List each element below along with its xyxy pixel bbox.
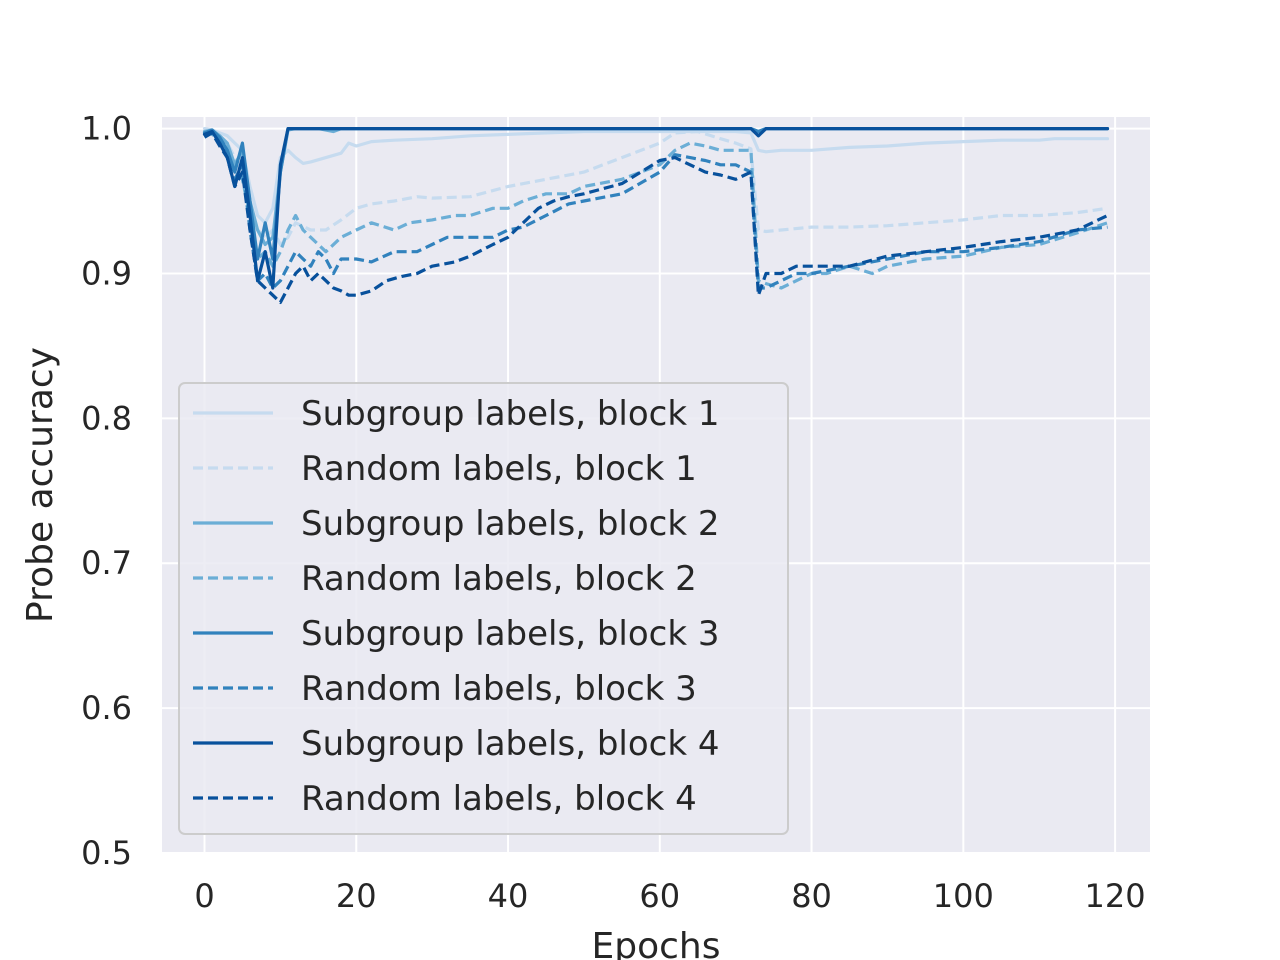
legend-label: Subgroup labels, block 1 xyxy=(301,394,719,434)
series-line-1 xyxy=(202,127,1110,225)
legend-label: Subgroup labels, block 4 xyxy=(301,724,719,764)
y-tick-label: 0.8 xyxy=(81,399,132,437)
y-tick-label: 1.0 xyxy=(81,110,132,148)
legend-frame xyxy=(178,382,789,835)
x-tick-label: 20 xyxy=(336,877,377,915)
series-line-8 xyxy=(203,131,1109,304)
y-tick-label: 0.5 xyxy=(81,834,132,872)
y-tick-label: 0.7 xyxy=(81,544,132,582)
series-line-4 xyxy=(203,130,1109,290)
x-tick-label: 0 xyxy=(194,877,214,915)
legend: Subgroup labels, block 1 Random labels, b… xyxy=(178,382,789,835)
x-tick-label: 100 xyxy=(933,877,994,915)
legend-label: Random labels, block 1 xyxy=(301,449,697,489)
x-axis-label: Epochs xyxy=(592,926,721,960)
legend-label: Random labels, block 2 xyxy=(301,559,697,599)
y-axis-label: Probe accuracy xyxy=(20,347,61,623)
legend-label: Subgroup labels, block 3 xyxy=(301,614,719,654)
legend-label: Subgroup labels, block 2 xyxy=(301,504,719,544)
x-tick-label: 40 xyxy=(488,877,529,915)
x-tick-label: 60 xyxy=(639,877,680,915)
y-tick-label: 0.9 xyxy=(81,254,132,292)
y-tick-label: 0.6 xyxy=(81,689,132,727)
legend-label: Random labels, block 4 xyxy=(301,779,697,819)
series-layer xyxy=(202,127,1110,304)
x-tick-label: 80 xyxy=(791,877,832,915)
tick-labels: 0 20 40 60 80 100 120 0.5 0.6 0.7 0.8 0.9 1.0 xyxy=(81,110,1146,915)
x-tick-label: 120 xyxy=(1085,877,1146,915)
legend-label: Random labels, block 3 xyxy=(301,669,697,709)
